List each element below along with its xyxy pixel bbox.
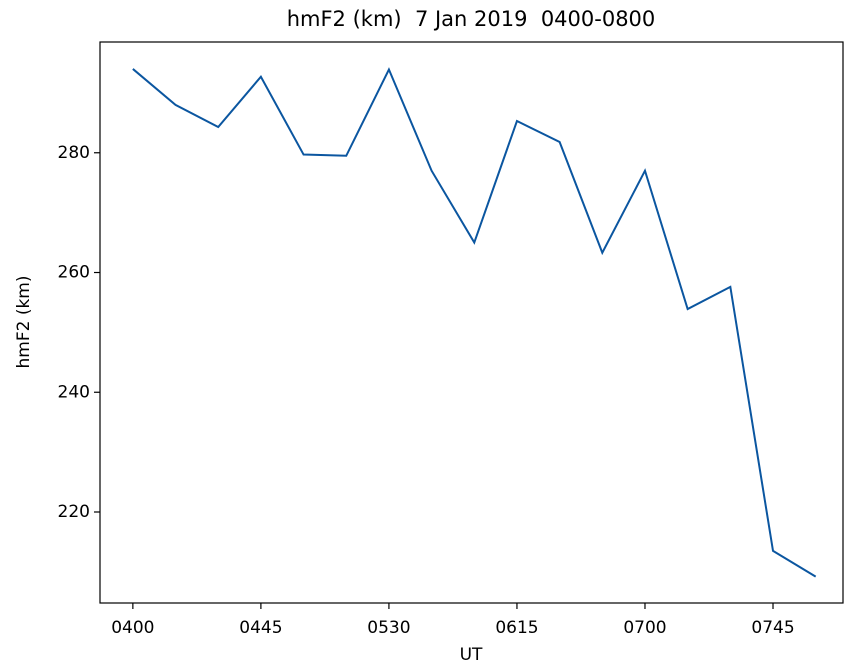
y-tick-label: 260 [58,263,90,283]
x-tick-label: 0400 [111,618,154,638]
x-axis-label: UT [460,645,483,665]
y-axis-label: hmF2 (km) [14,275,34,368]
x-tick-label: 0745 [751,618,794,638]
x-tick-label: 0615 [495,618,538,638]
y-tick-label: 280 [58,143,90,163]
x-tick-label: 0445 [239,618,282,638]
data-line [132,67,817,578]
chart-title: hmF2 (km) 7 Jan 2019 0400-0800 [287,7,656,31]
plot-frame [99,41,844,604]
x-tick-label: 0700 [623,618,666,638]
y-tick-label: 220 [58,502,90,522]
x-tick-label: 0530 [367,618,410,638]
y-tick-label: 240 [58,382,90,402]
